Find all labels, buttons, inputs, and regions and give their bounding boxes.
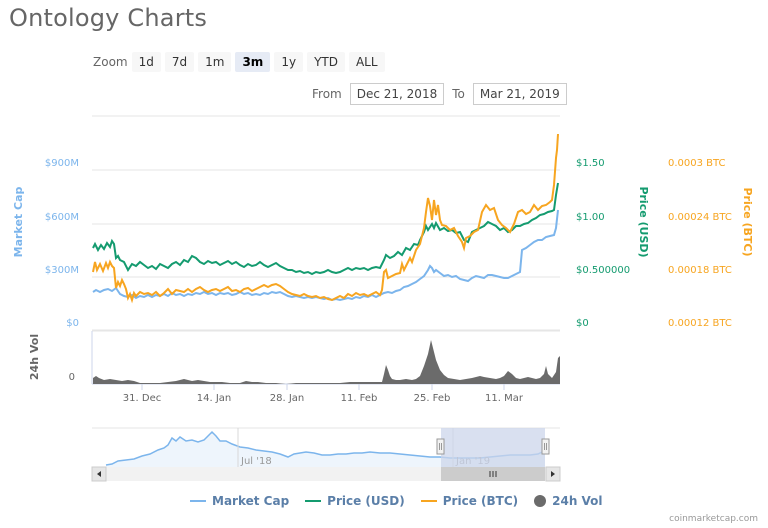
navigator-right-handle[interactable] — [541, 438, 550, 455]
zoom-7d-button[interactable]: 7d — [164, 52, 195, 72]
x-tick-14-jan: 14. Jan — [197, 393, 232, 404]
zoom-3m-button[interactable]: 3m — [235, 52, 271, 72]
zoom-1y-button[interactable]: 1y — [274, 52, 304, 72]
x-axis-ticks — [141, 384, 505, 390]
price-usd-line[interactable] — [92, 182, 559, 276]
legend-label: Price (USD) — [327, 494, 405, 508]
to-date-input[interactable]: Mar 21, 2019 — [472, 83, 567, 105]
navigator-left-handle[interactable] — [436, 438, 445, 455]
legend-label: 24h Vol — [552, 494, 603, 508]
market-cap-axis: $900M $600M $300M $0 — [45, 158, 79, 329]
zoom-ytd-button[interactable]: YTD — [307, 52, 345, 72]
x-tick-11-mar: 11. Mar — [485, 393, 524, 404]
zoom-all-button[interactable]: ALL — [348, 52, 385, 72]
volume-axis-title: 24h Vol — [28, 334, 41, 380]
price-btc-axis-title: Price (BTC) — [741, 187, 754, 256]
x-tick-28-jan: 28. Jan — [270, 393, 305, 404]
navigator-area — [106, 432, 545, 467]
legend-item-market-cap[interactable]: Market Cap — [190, 494, 289, 508]
legend-item-price-btc[interactable]: Price (BTC) — [420, 494, 519, 508]
from-date-input[interactable]: Dec 21, 2018 — [349, 83, 445, 105]
x-tick-25-feb: 25. Feb — [414, 393, 451, 404]
scrollbar[interactable] — [91, 466, 561, 482]
chart-legend: Market Cap Price (USD) Price (BTC) 24h V… — [190, 494, 619, 508]
legend-item-price-usd[interactable]: Price (USD) — [305, 494, 405, 508]
nav-tick-jul-18: Jul '18 — [240, 456, 272, 467]
zoom-label: Zoom — [93, 55, 128, 69]
x-axis-labels: 31. Dec 14. Jan 28. Jan 11. Feb 25. Feb … — [123, 393, 524, 404]
scroll-right-button[interactable] — [545, 466, 561, 482]
price-btc-axis: 0.0003 BTC 0.00024 BTC 0.00018 BTC 0.000… — [668, 158, 732, 329]
arrow-left-icon — [97, 471, 101, 477]
line-marker-icon — [190, 500, 206, 502]
from-label: From — [312, 87, 342, 101]
credit-link[interactable]: coinmarketcap.com — [669, 514, 758, 524]
price-usd-axis-title: Price (USD) — [637, 186, 650, 257]
page-title: Ontology Charts — [9, 4, 208, 32]
scroll-left-button[interactable] — [91, 466, 107, 482]
navigator: Jul '18 Jan '19 — [92, 427, 560, 467]
mcap-tick-600: $600M — [45, 212, 79, 223]
market-cap-axis-title: Market Cap — [12, 187, 25, 258]
volume-tick-0: 0 — [69, 372, 75, 383]
usd-tick-100: $1.00 — [576, 212, 605, 223]
btc-tick-000018: 0.00018 BTC — [668, 265, 732, 276]
btc-tick-000024: 0.00024 BTC — [668, 212, 732, 223]
zoom-1m-button[interactable]: 1m — [198, 52, 232, 72]
legend-label: Price (BTC) — [442, 494, 519, 508]
x-tick-11-feb: 11. Feb — [341, 393, 378, 404]
usd-tick-0: $0 — [576, 318, 589, 329]
date-range: From Dec 21, 2018 To Mar 21, 2019 — [312, 83, 575, 105]
line-marker-icon — [305, 500, 322, 502]
legend-label: Market Cap — [212, 494, 290, 508]
to-label: To — [452, 87, 465, 101]
volume-area[interactable] — [93, 340, 560, 384]
scrollbar-grip-icon — [489, 471, 497, 477]
usd-tick-150: $1.50 — [576, 158, 605, 169]
arrow-right-icon — [551, 471, 555, 477]
volume-pane: 0 24h Vol — [28, 330, 560, 385]
btc-tick-0003: 0.0003 BTC — [668, 158, 726, 169]
price-btc-line[interactable] — [92, 133, 559, 304]
navigator-selection[interactable] — [441, 428, 545, 467]
mcap-tick-0: $0 — [66, 318, 79, 329]
line-marker-icon — [420, 500, 437, 502]
zoom-1d-button[interactable]: 1d — [131, 52, 161, 72]
price-usd-axis: $1.50 $1.00 $0.500000 $0 — [576, 158, 630, 329]
legend-item-24h-vol[interactable]: 24h Vol — [534, 494, 603, 508]
zoom-selector: Zoom 1d 7d 1m 3m 1y YTD ALL — [93, 52, 389, 72]
usd-tick-050: $0.500000 — [576, 265, 630, 276]
mcap-tick-300: $300M — [45, 265, 79, 276]
btc-tick-000012: 0.00012 BTC — [668, 318, 732, 329]
dot-marker-icon — [534, 495, 547, 507]
mcap-tick-900: $900M — [45, 158, 79, 169]
x-tick-31-dec: 31. Dec — [123, 393, 161, 404]
